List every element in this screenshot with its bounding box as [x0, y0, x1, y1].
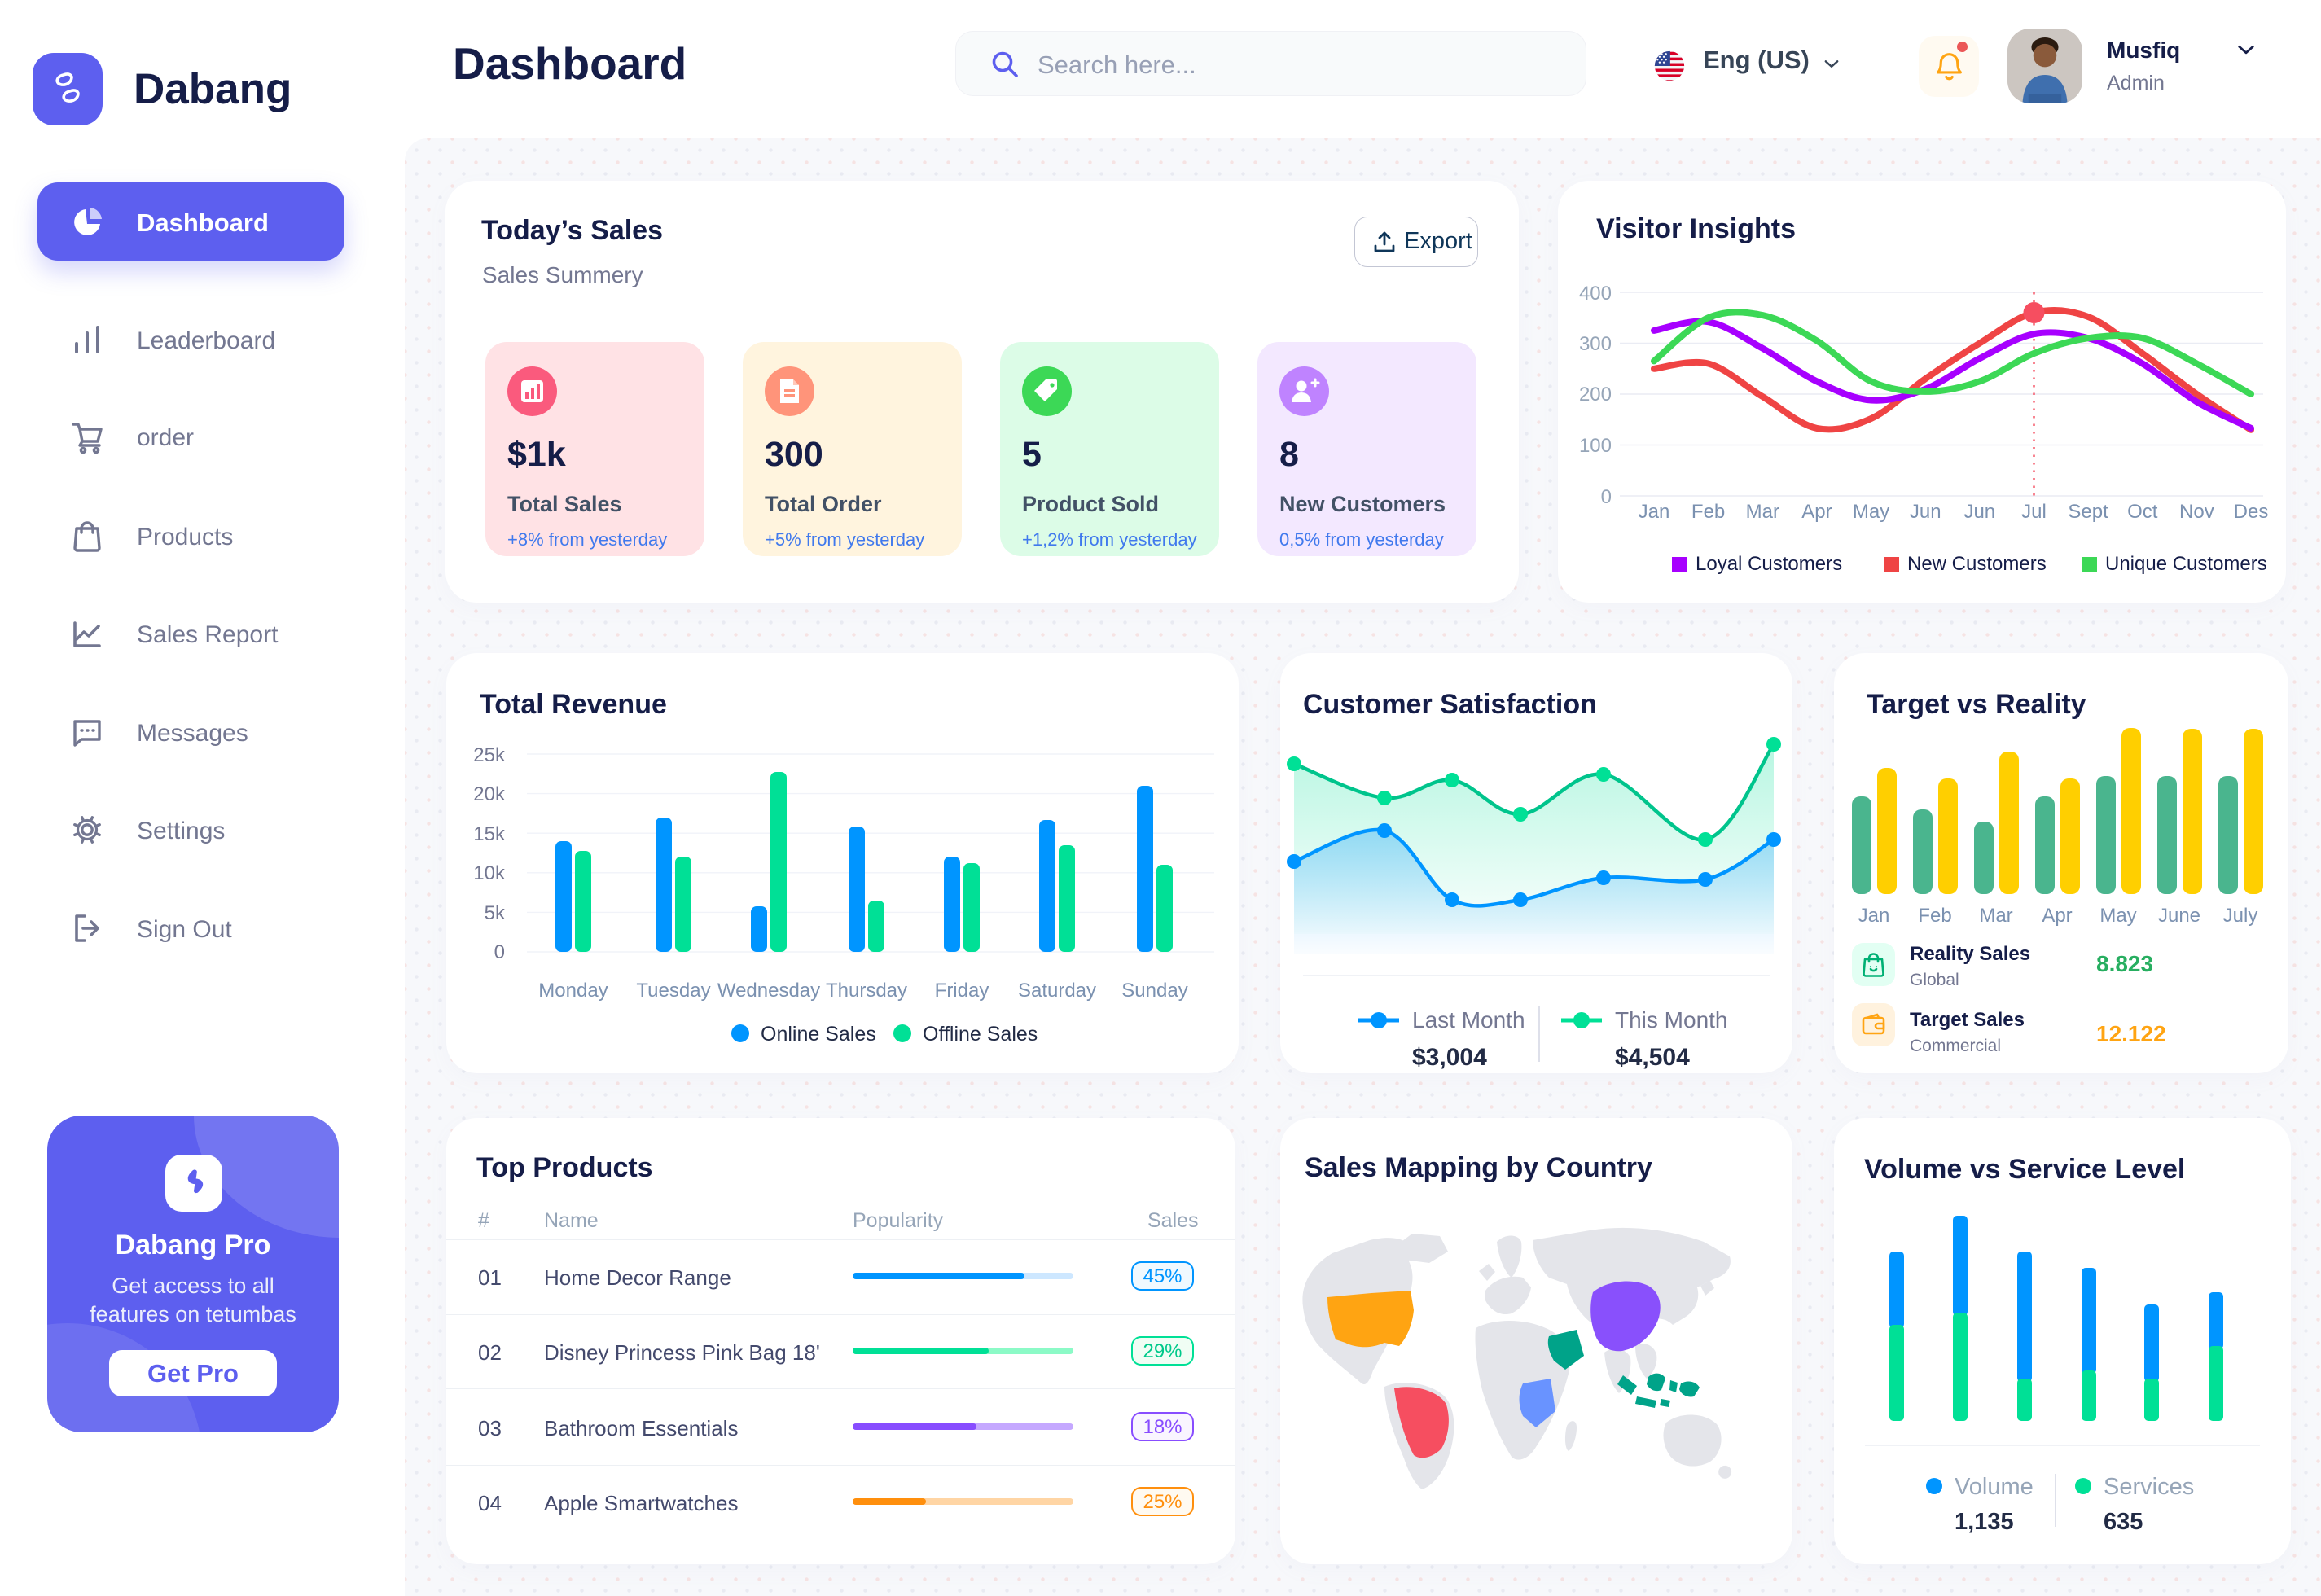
svg-text:New Customers: New Customers [1907, 553, 2047, 575]
svg-text:July: July [2223, 905, 2258, 927]
svg-text:$3,004: $3,004 [1412, 1044, 1487, 1071]
svg-text:Loyal Customers: Loyal Customers [1696, 553, 1842, 575]
svg-text:Apr: Apr [1801, 501, 1832, 523]
svg-text:Jan: Jan [1858, 905, 1890, 927]
svg-text:300: 300 [1579, 333, 1612, 355]
svg-text:Des: Des [2234, 501, 2269, 523]
svg-text:Jan: Jan [1639, 501, 1670, 523]
svg-text:635: 635 [2104, 1509, 2143, 1535]
svg-text:Services: Services [2104, 1474, 2194, 1500]
svg-text:Thursday: Thursday [826, 980, 907, 1002]
svg-text:15k: 15k [473, 823, 506, 845]
svg-text:$4,504: $4,504 [1615, 1044, 1690, 1071]
svg-text:Wednesday: Wednesday [717, 980, 820, 1002]
svg-text:May: May [2099, 905, 2136, 927]
svg-text:200: 200 [1579, 384, 1612, 406]
svg-text:Friday: Friday [935, 980, 989, 1002]
svg-text:Sunday: Sunday [1121, 980, 1187, 1002]
svg-text:Unique Customers: Unique Customers [2105, 553, 2267, 575]
svg-text:Jul: Jul [2021, 501, 2047, 523]
svg-text:5k: 5k [485, 902, 506, 924]
svg-text:Sept: Sept [2068, 501, 2108, 523]
svg-text:Online Sales: Online Sales [761, 1023, 876, 1046]
svg-text:June: June [2158, 905, 2200, 927]
svg-text:Jun: Jun [1910, 501, 1941, 523]
svg-text:Apr: Apr [2042, 905, 2072, 927]
svg-text:100: 100 [1579, 435, 1612, 457]
svg-text:Jun: Jun [1963, 501, 1995, 523]
svg-text:Oct: Oct [2127, 501, 2158, 523]
svg-text:Tuesday: Tuesday [636, 980, 710, 1002]
svg-text:400: 400 [1579, 283, 1612, 305]
svg-text:Feb: Feb [1918, 905, 1951, 927]
svg-text:10k: 10k [473, 862, 506, 884]
svg-text:Feb: Feb [1691, 501, 1725, 523]
svg-text:Volume: Volume [1955, 1474, 2034, 1500]
svg-text:May: May [1853, 501, 1889, 523]
svg-text:25k: 25k [473, 744, 506, 766]
svg-text:0: 0 [1601, 486, 1612, 508]
svg-text:0: 0 [494, 941, 505, 963]
svg-text:1,135: 1,135 [1955, 1509, 2014, 1535]
svg-text:This Month: This Month [1615, 1007, 1728, 1033]
svg-text:Mar: Mar [1979, 905, 2012, 927]
svg-text:Offline Sales: Offline Sales [923, 1023, 1038, 1046]
svg-text:Saturday: Saturday [1018, 980, 1096, 1002]
svg-text:Monday: Monday [538, 980, 608, 1002]
svg-text:Mar: Mar [1746, 501, 1779, 523]
svg-text:20k: 20k [473, 783, 506, 805]
svg-text:Last Month: Last Month [1412, 1007, 1525, 1033]
svg-text:Nov: Nov [2179, 501, 2214, 523]
